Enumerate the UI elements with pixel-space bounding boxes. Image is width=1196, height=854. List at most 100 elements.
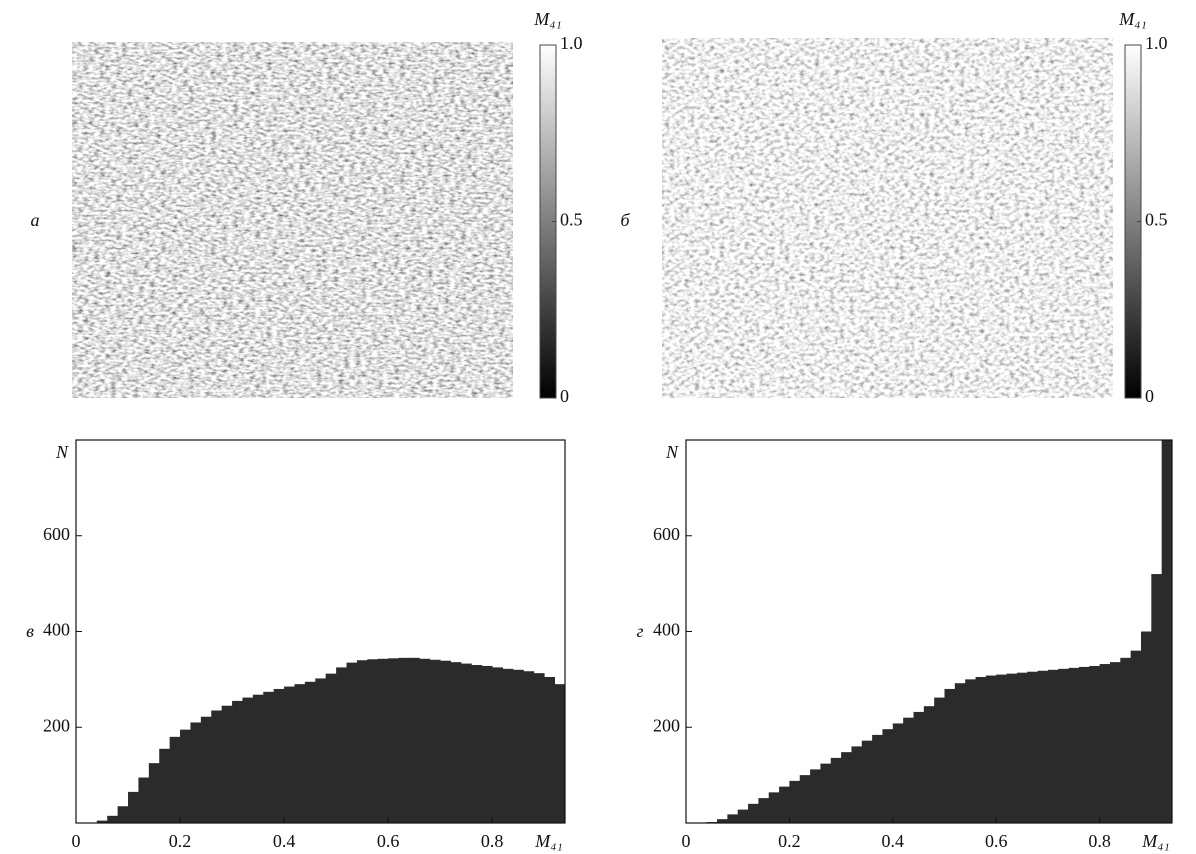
colorbar-tick-label: 1.0: [560, 33, 583, 53]
histogram-bar: [758, 798, 770, 823]
histogram-bar: [263, 691, 275, 823]
x-tick-label: 0.2: [778, 831, 801, 851]
histogram-bar: [460, 663, 472, 823]
histogram-bar: [1027, 671, 1038, 823]
histogram-bar: [242, 697, 254, 823]
colorbar-tick-label: 0.5: [1145, 210, 1168, 230]
x-tick-label: 0.4: [882, 831, 905, 851]
y-tick-label: 400: [43, 620, 70, 640]
y-axis-label: N: [55, 442, 69, 462]
histogram-bar: [252, 694, 264, 823]
histogram-bar: [892, 723, 904, 823]
histogram-bar: [419, 658, 431, 823]
panel-label: а: [31, 210, 40, 230]
image-texture: [662, 38, 1113, 398]
histogram-bar: [779, 786, 790, 823]
image-texture: [72, 42, 513, 398]
panel-label: б: [620, 210, 630, 230]
x-tick-label: 0: [682, 831, 691, 851]
colorbar-tick-label: 1.0: [1145, 33, 1168, 53]
histogram-bar: [544, 676, 555, 823]
histogram-bar: [799, 775, 811, 823]
x-tick-label: 0.2: [169, 831, 192, 851]
histogram-bar: [965, 679, 976, 823]
histogram-bar: [481, 665, 493, 823]
histogram-bar: [107, 815, 119, 823]
colorbar-tick-label: 0.5: [560, 210, 583, 230]
histogram-bar: [768, 792, 780, 823]
histogram-bar: [398, 657, 410, 823]
histogram-bar: [727, 814, 739, 823]
histogram-bar: [841, 752, 852, 823]
histogram-bar: [440, 660, 451, 823]
histogram-bar: [1058, 668, 1069, 823]
histogram-bar: [1078, 666, 1090, 823]
histogram-bar: [996, 674, 1007, 823]
colorbar-tick-label: 0: [1145, 386, 1154, 406]
histogram-bar: [221, 705, 233, 823]
histogram-bar: [388, 658, 399, 823]
histogram-bar: [273, 688, 285, 823]
histogram-bar: [284, 686, 295, 823]
colorbar-label: M₄₁: [533, 9, 562, 29]
histogram-bar: [304, 681, 316, 823]
y-tick-label: 600: [653, 524, 680, 544]
histogram-bar: [913, 711, 925, 823]
histogram-bar: [1037, 670, 1049, 823]
histogram-bar: [96, 820, 108, 823]
y-tick-label: 200: [653, 715, 680, 735]
histogram-bar: [934, 697, 945, 823]
histogram-bar: [346, 662, 358, 823]
histogram-bar: [294, 684, 306, 823]
histogram-bar: [512, 669, 524, 823]
histogram-bar: [325, 673, 337, 823]
x-tick-label: 0.8: [1088, 831, 1111, 851]
x-tick-label: 0.6: [377, 831, 400, 851]
y-tick-label: 200: [43, 715, 70, 735]
colorbar-label: M₄₁: [1118, 9, 1147, 29]
x-tick-label: 0.4: [273, 831, 296, 851]
histogram-bar: [148, 763, 160, 823]
histogram-bar: [180, 729, 191, 823]
histogram-bar: [1068, 667, 1080, 823]
histogram-bar: [748, 803, 759, 823]
y-tick-label: 600: [43, 524, 70, 544]
x-tick-label: 0.8: [481, 831, 504, 851]
histogram-bar: [1099, 664, 1111, 823]
histogram-bar: [554, 684, 566, 823]
histogram-bar: [810, 769, 821, 823]
histogram-bar: [985, 675, 997, 823]
histogram-bar: [128, 791, 139, 823]
histogram-bar: [1161, 440, 1173, 823]
histogram-bar: [169, 736, 181, 823]
histogram-bar: [232, 700, 243, 823]
y-tick-label: 400: [653, 620, 680, 640]
y-axis-label: N: [665, 442, 679, 462]
histogram-bar: [408, 657, 420, 823]
histogram-bar: [851, 746, 863, 823]
histogram-bar: [1109, 662, 1121, 823]
histogram-bar: [492, 667, 503, 823]
histogram-bar: [533, 673, 545, 823]
histogram-bar: [1016, 672, 1028, 823]
histogram-bar: [117, 806, 129, 823]
histogram-bar: [954, 683, 966, 823]
histogram-bar: [502, 668, 514, 823]
histogram-bar: [1130, 650, 1142, 823]
histogram-bar: [1047, 669, 1059, 823]
x-axis-label: M₄₁: [1141, 831, 1170, 851]
histogram-bar: [923, 706, 935, 823]
histogram-bar: [159, 748, 171, 823]
histogram-bar: [789, 780, 801, 823]
histogram-bar: [336, 667, 347, 823]
histogram-bar: [1089, 665, 1101, 823]
histogram-bar: [820, 763, 832, 823]
histogram-bar: [975, 676, 987, 823]
histogram-bar: [377, 658, 389, 823]
x-axis-label: M₄₁: [534, 831, 563, 851]
panel-label: г: [636, 621, 643, 641]
histogram-bar: [1151, 574, 1163, 823]
histogram-bar: [138, 777, 150, 823]
histogram-bar: [450, 662, 462, 823]
